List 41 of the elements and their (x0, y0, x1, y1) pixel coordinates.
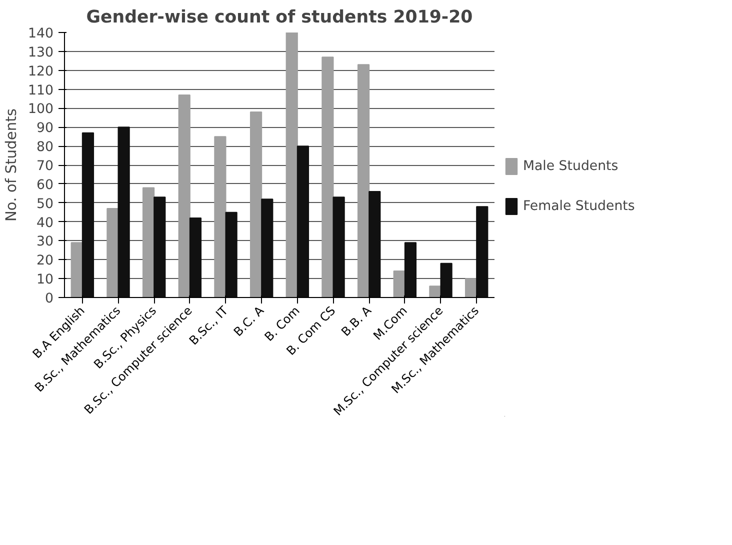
y-tick-label: 0 (45, 292, 54, 306)
bar (261, 198, 274, 298)
bar (189, 218, 202, 298)
bar (322, 56, 334, 298)
legend-label: Female Students (523, 198, 635, 214)
y-tick-label: 120 (28, 64, 54, 80)
bar (178, 94, 190, 298)
bar (82, 132, 94, 298)
y-tick-label: 80 (36, 140, 54, 156)
bar (154, 196, 166, 298)
bar (476, 206, 488, 298)
bar (404, 242, 417, 298)
y-tick-label: 140 (28, 26, 54, 42)
bar (214, 136, 226, 298)
bar (286, 32, 298, 298)
bar (440, 262, 452, 298)
legend-label: Male Students (523, 158, 618, 174)
y-tick-label: 90 (36, 121, 54, 136)
bar (70, 242, 83, 298)
bar (250, 112, 262, 298)
bar (368, 191, 381, 298)
y-tick-label: 50 (36, 196, 54, 212)
bar (357, 64, 370, 298)
y-tick-label: 130 (28, 45, 54, 60)
y-tick-label: 40 (36, 216, 54, 231)
y-tick-label: 110 (28, 83, 54, 98)
bar (332, 196, 345, 298)
y-tick-label: 10 (36, 272, 54, 288)
chart-title: Gender-wise count of students 2019-20 (86, 8, 473, 28)
y-tick-label: 60 (36, 178, 54, 193)
y-axis-title: No. of Students (3, 108, 20, 222)
bar (429, 286, 442, 298)
bar (225, 212, 238, 298)
bar (106, 208, 119, 298)
y-tick-label: 100 (28, 102, 54, 118)
y-tick-label: 30 (36, 234, 54, 250)
y-tick-label: 20 (36, 254, 54, 269)
bar (142, 187, 155, 298)
y-tick-label: 70 (36, 159, 54, 174)
bar (296, 146, 310, 298)
bar (118, 126, 130, 298)
